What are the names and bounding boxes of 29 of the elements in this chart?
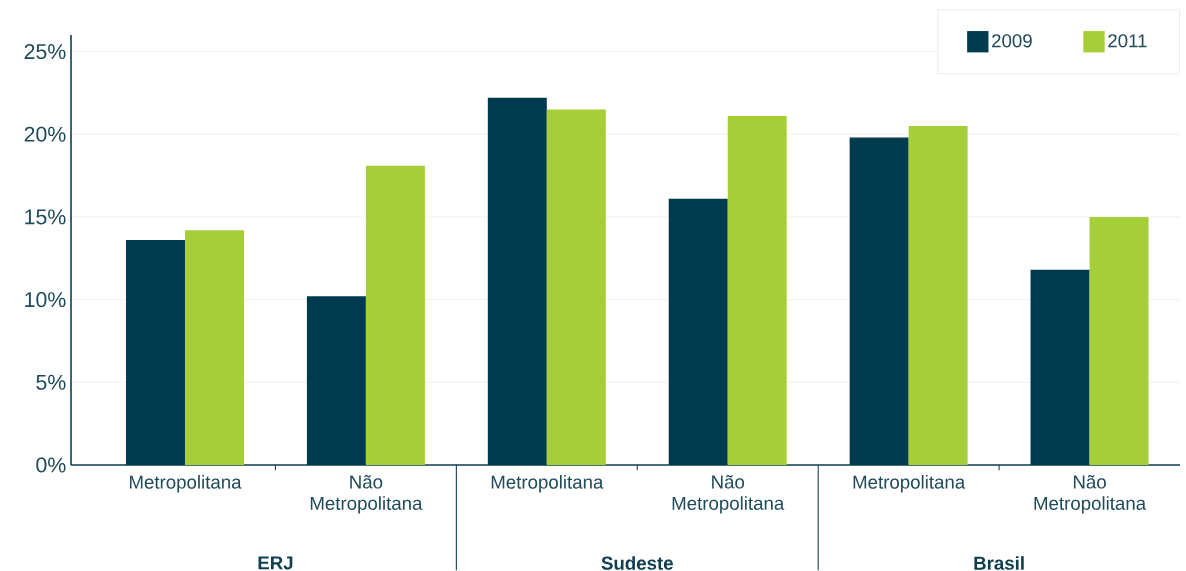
y-tick-label: 15% — [25, 209, 66, 225]
y-tick-label: 25% — [24, 43, 66, 60]
bar — [306, 296, 366, 465]
x-tick-label: Não Metropolitana — [672, 475, 785, 514]
legend-label: 2011 — [1108, 34, 1147, 48]
bar — [487, 97, 547, 465]
text: Sudeste — [601, 556, 673, 570]
x-tick-label: Não Metropolitana — [1034, 475, 1147, 514]
legend-label: 2009 — [992, 34, 1032, 48]
y-tick-label: 5% — [36, 374, 66, 390]
x-tick-label: Metropolitana — [853, 475, 966, 493]
bar — [546, 109, 606, 465]
text: ERJ — [258, 556, 293, 570]
x-tick-label: Não Metropolitana — [310, 475, 423, 514]
bar — [727, 116, 787, 465]
bar — [365, 165, 425, 465]
x-tick-label: Metropolitana — [491, 475, 604, 493]
bar — [125, 240, 185, 465]
text: Brasil — [974, 556, 1024, 570]
bar — [184, 230, 244, 465]
bar — [849, 137, 909, 465]
bar — [668, 198, 728, 465]
y-tick-label: 10% — [25, 292, 66, 308]
bar — [1030, 269, 1090, 465]
y-tick-label: 0% — [36, 457, 66, 473]
bar — [908, 125, 968, 465]
y-tick-label: 20% — [24, 126, 66, 142]
x-tick-label: Metropolitana — [129, 475, 242, 493]
bar — [1089, 216, 1149, 465]
